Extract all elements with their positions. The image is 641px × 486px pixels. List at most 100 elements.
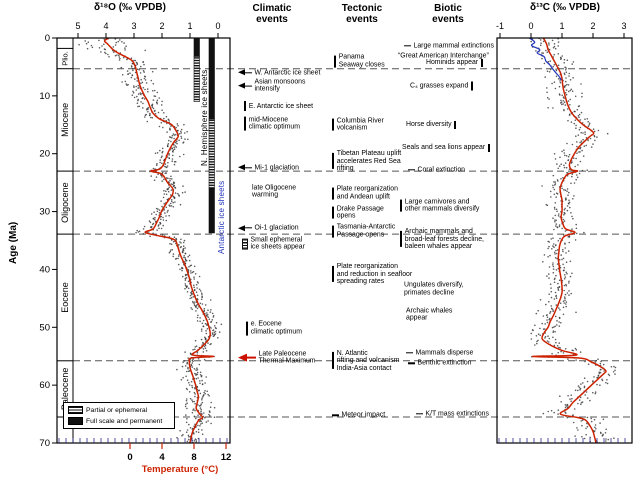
- event-climatic: Oi-1 glaciation: [238, 224, 299, 231]
- event-range-bar: [400, 199, 403, 212]
- event-tectonic: Columbia River volcanism: [332, 117, 384, 132]
- event-climatic: W. Antarctic ice sheet: [238, 69, 320, 76]
- event-biotic: Coral extinction: [408, 166, 465, 173]
- epoch-label: Paleocene: [60, 368, 70, 411]
- event-label: Mammals disperse: [415, 348, 474, 356]
- left-arrow-icon: [238, 69, 252, 76]
- legend-label-full: Full scale and permanent: [86, 417, 163, 425]
- age-axis: 0 10 20 30 40 50 60 70: [39, 33, 57, 449]
- panel-frame: [56, 37, 231, 444]
- event-label: Panama Seaway closes: [338, 53, 385, 69]
- event-label: Benthic extinction: [417, 359, 472, 367]
- legend-row-partial: Partial or ephemeral: [68, 406, 170, 414]
- event-biotic: C₄ grasses expand: [410, 81, 474, 91]
- event-biotic: Large mammal extinctions: [404, 42, 494, 49]
- event-tick: [406, 351, 413, 354]
- event-label: Plate reorganization and reduction in se…: [336, 262, 413, 285]
- trend-line: [103, 38, 215, 443]
- temperature-axis-label: Temperature (°C): [141, 464, 219, 475]
- event-biotic: K/T mass extinctions: [416, 410, 489, 417]
- event-label: Horse diversity: [406, 121, 452, 129]
- event-label: Large carnivores and other mammals diver…: [404, 198, 480, 213]
- event-label: Drake Passage opens: [336, 205, 384, 220]
- event-label: Tibetan Plateau uplift accelerates Red S…: [336, 150, 402, 172]
- event-label: Oi-1 glaciation: [254, 224, 299, 232]
- column-header-biotic-events: Biotic events: [432, 3, 464, 25]
- age-tick-label: 10: [39, 91, 50, 102]
- ephemeral-ice-marker-icon: [242, 238, 248, 250]
- event-tectonic: Meteor impact: [332, 411, 385, 418]
- d13c-data: [529, 38, 617, 443]
- event-label: Mi-1 glaciation: [254, 163, 299, 171]
- legend-label-partial: Partial or ephemeral: [86, 406, 148, 414]
- temperature-tick-label: 8: [191, 452, 196, 463]
- solid-swatch-icon: [68, 417, 83, 425]
- event-range-bar: [332, 118, 335, 131]
- event-tectonic: Tasmania-Antarctic Passage opens: [332, 224, 395, 239]
- event-tick: [408, 169, 415, 171]
- axis-tick-label: 4: [103, 21, 108, 31]
- age-tick-label: 20: [39, 149, 50, 160]
- event-biotic: Archaic mammals and broad-leaf forests d…: [400, 228, 484, 250]
- d18o-data: [78, 38, 223, 443]
- antarctic-ice-bar: [208, 37, 215, 234]
- axis-tick-label: 2: [159, 21, 164, 31]
- axis-tick-label: 1: [187, 21, 192, 31]
- event-label: mid-Miocene climatic optimum: [248, 116, 300, 131]
- event-range-bar: [480, 58, 483, 67]
- axis-tick-label: 3: [131, 21, 136, 31]
- event-climatic: late Oligocene warming: [252, 184, 296, 199]
- event-range-bar: [487, 143, 490, 152]
- temperature-tick-label: 12: [221, 452, 232, 463]
- event-tick: [332, 414, 339, 416]
- event-label: N. Atlantic rifting and volcanism India-…: [336, 349, 400, 372]
- event-climatic: Asian monsoons intensify: [238, 79, 305, 94]
- event-label: Coral extinction: [417, 166, 466, 174]
- bottom-minor-ticks: [58, 438, 228, 443]
- age-tick-label: 30: [39, 207, 50, 218]
- event-label: late Oligocene warming: [252, 184, 297, 199]
- axis-tick-label: 0: [215, 21, 220, 31]
- age-tick-label: 60: [39, 380, 50, 391]
- event-range-bar: [332, 153, 335, 170]
- axis-tick-label: 3: [621, 21, 626, 31]
- left-arrow-icon: [238, 83, 252, 89]
- epoch-label: Plio.: [61, 51, 70, 66]
- event-range-bar: [246, 321, 249, 336]
- event-label: Columbia River volcanism: [336, 117, 384, 132]
- axis-tick-label: 5: [75, 21, 80, 31]
- event-climatic: Late Paleocene Thermal Maximum: [238, 350, 316, 365]
- event-biotic: Benthic extinction: [408, 359, 472, 366]
- event-biotic: Horse diversity: [406, 120, 457, 129]
- event-label: Tasmania-Antarctic Passage opens: [336, 223, 396, 239]
- event-range-bar: [244, 101, 247, 112]
- epoch-label: Eocene: [60, 282, 70, 313]
- event-label: Ungulates diversify, primates decline: [404, 281, 464, 297]
- age-tick-label: 0: [45, 33, 50, 44]
- temperature-tick-label: 0: [127, 452, 132, 463]
- legend-row-full: Full scale and permanent: [68, 417, 170, 425]
- event-label: Meteor impact: [341, 411, 386, 419]
- event-tectonic: N. Atlantic rifting and volcanism India-…: [332, 350, 400, 372]
- trend-line: [531, 38, 607, 443]
- secondary-trend-line: [529, 38, 562, 81]
- event-label: Archaic mammals and broad-leaf forests d…: [404, 228, 484, 250]
- event-label: “Great American Interchange”: [398, 52, 489, 60]
- epoch-label: Miocene: [60, 103, 70, 137]
- axis-tick-label: 1: [559, 21, 564, 31]
- event-label: Hominids appear: [426, 59, 479, 67]
- event-biotic: Hominids appear: [426, 58, 483, 67]
- event-biotic: “Great American Interchange”: [398, 52, 489, 59]
- epoch-label: Oligocene: [60, 182, 70, 223]
- event-label: Late Paleocene Thermal Maximum: [258, 350, 316, 365]
- event-label: C₄ grasses expand: [410, 82, 469, 90]
- event-range-bar: [470, 81, 474, 91]
- event-climatic: e. Eocene climatic optimum: [246, 321, 302, 336]
- event-label: W. Antarctic ice sheet: [254, 68, 321, 76]
- event-range-bar: [454, 120, 457, 129]
- age-tick-label: 70: [39, 438, 50, 449]
- event-biotic: Archaic whales appear: [406, 307, 452, 322]
- n-hemisphere-ice-bar: [193, 37, 200, 102]
